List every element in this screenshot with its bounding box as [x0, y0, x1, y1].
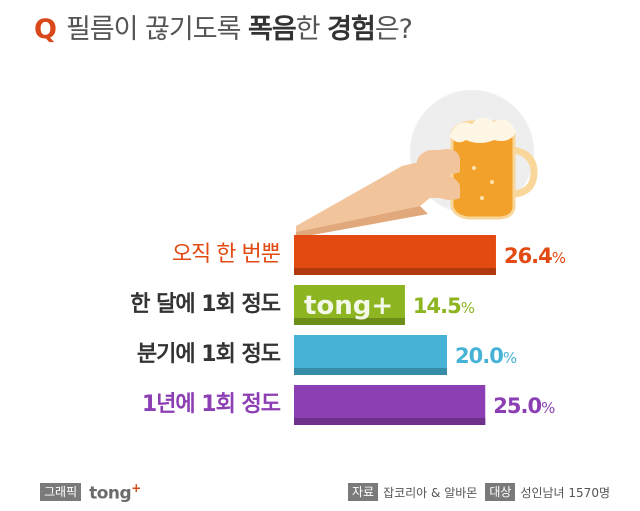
graphic-tag: 그래픽 — [40, 483, 82, 501]
value-number-3: 25.0 — [493, 394, 542, 418]
value-label-3: 25.0% — [493, 385, 555, 425]
bar-shadow-2 — [294, 368, 447, 375]
title-q-mark: Q — [34, 14, 57, 45]
category-label-2: 분기에 1회 정도 — [136, 342, 281, 367]
title-bold-2: 경험 — [327, 14, 376, 45]
category-label-1: 한 달에 1회 정도 — [130, 292, 281, 317]
bar-shadow-1 — [294, 318, 405, 325]
value-unit-0: % — [551, 249, 566, 267]
source-tag: 자료 — [347, 483, 379, 501]
target-tag: 대상 — [485, 483, 516, 501]
title-part-3: 은? — [374, 14, 413, 45]
value-unit-3: % — [541, 399, 555, 417]
category-label-0: 오직 한 번뿐 — [171, 242, 281, 267]
bar-watermark: tong+ — [304, 291, 393, 321]
target-text: 성인남녀 1570명 — [520, 485, 610, 500]
footer-left: 그래픽 tong+ — [40, 481, 141, 504]
brand-logo: tong+ — [89, 481, 141, 504]
title-part-2: 한 — [295, 14, 321, 45]
value-unit-1: % — [460, 299, 475, 317]
value-unit-2: % — [502, 349, 517, 367]
value-label-1: 14.5% — [412, 285, 475, 325]
value-number-1: 14.5 — [412, 294, 462, 318]
value-label-0: 26.4% — [503, 235, 566, 275]
chart-title: Q 필름이 끊기도록 폭음한 경험은? — [34, 10, 413, 50]
title-part-1: 필름이 끊기도록 — [65, 14, 241, 45]
bar-shadow-3 — [294, 418, 486, 425]
value-label-2: 20.0% — [455, 335, 517, 375]
value-number-2: 20.0 — [455, 344, 504, 368]
brand-name: tong — [89, 483, 132, 504]
bar-shadow-0 — [294, 268, 496, 275]
footer-source: 자료 잡코리아 & 알바몬 대상 성인남녀 1570명 — [347, 482, 610, 502]
beer-toast-illustration — [296, 90, 538, 238]
source-text: 잡코리아 & 알바몬 — [383, 485, 478, 500]
brand-plus: + — [131, 480, 141, 495]
title-bold-1: 폭음 — [248, 14, 297, 45]
value-number-0: 26.4 — [503, 244, 553, 268]
category-label-3: 1년에 1회 정도 — [141, 392, 281, 417]
